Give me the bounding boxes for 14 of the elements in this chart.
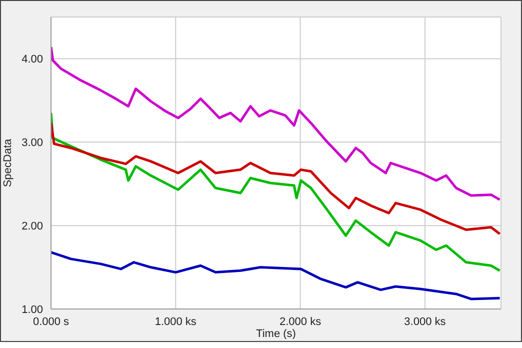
- x-axis-title: Time (s): [256, 328, 296, 340]
- y-tick-label: 3.00: [22, 137, 43, 150]
- y-tick-label: 1.00: [22, 304, 43, 316]
- line-series: [51, 46, 501, 201]
- y-tick-label: 4.00: [22, 54, 43, 66]
- x-tick-label: 0.000 s: [32, 316, 70, 328]
- x-tick-label: 2.000 ks: [280, 316, 322, 328]
- line-series: [51, 122, 501, 236]
- y-axis-title: SpecData: [2, 138, 14, 188]
- line-series: [51, 251, 501, 300]
- line-series: [51, 112, 501, 272]
- x-tick-label: 1.000 ks: [154, 316, 197, 328]
- x-tick-label: 3.000 ks: [404, 316, 446, 328]
- y-tick-label: 2.00: [22, 220, 43, 232]
